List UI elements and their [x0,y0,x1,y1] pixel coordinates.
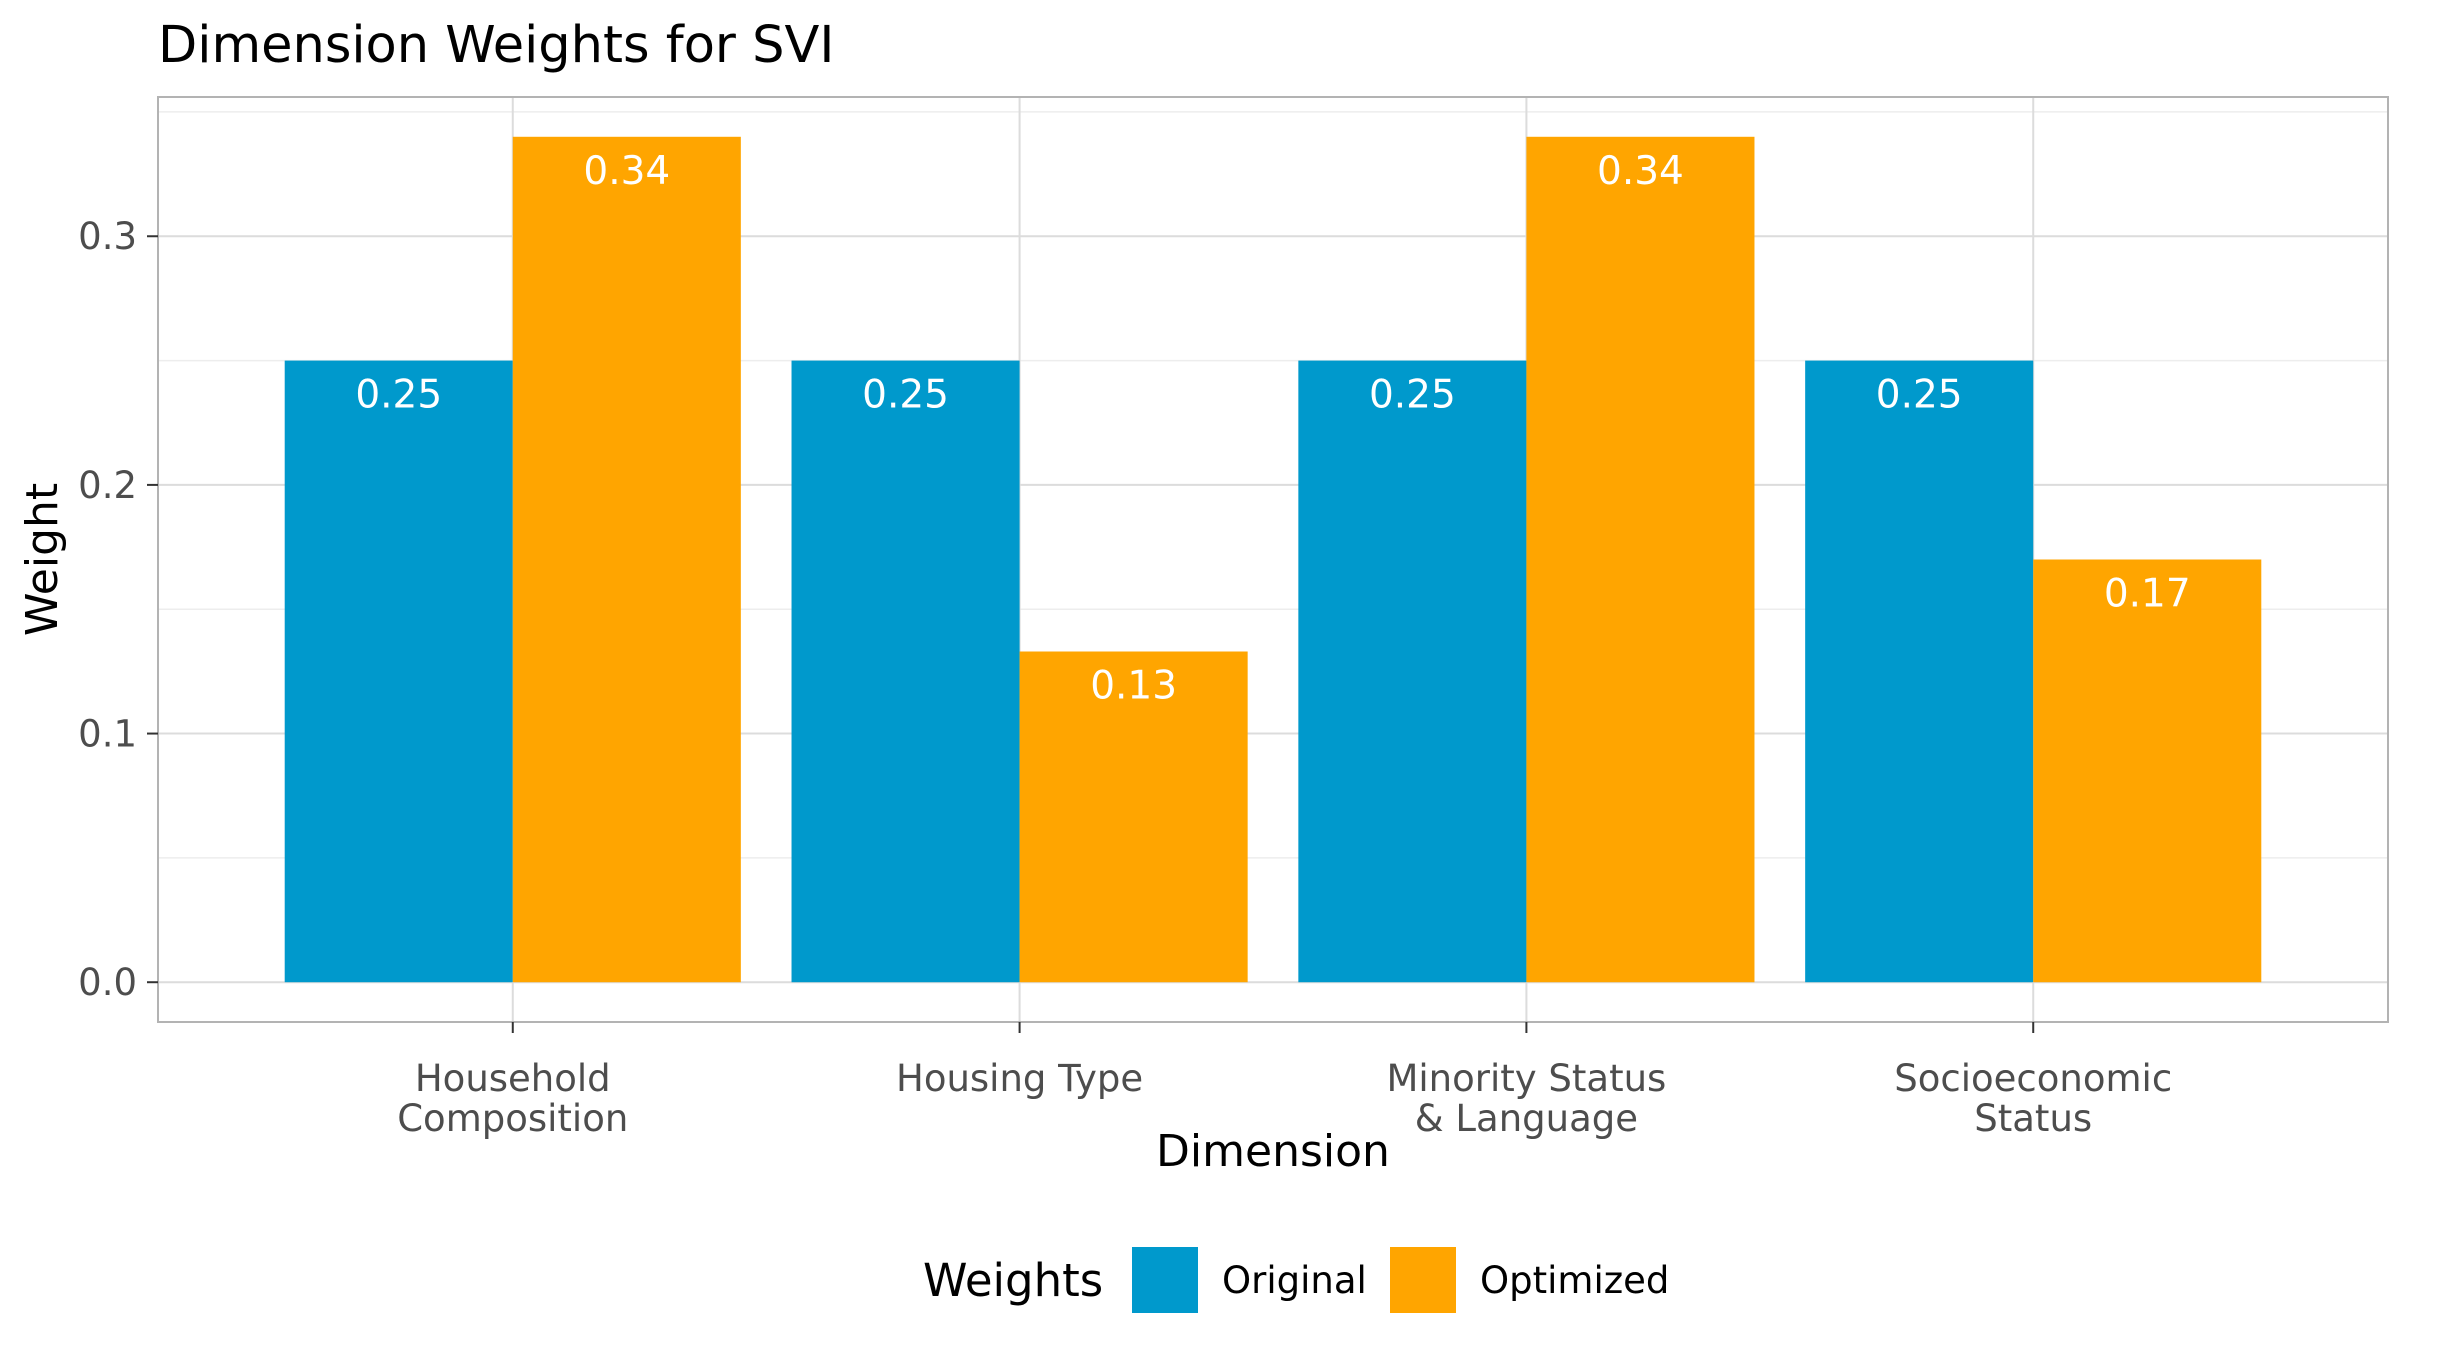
x-axis-title: Dimension [1156,1126,1390,1177]
y-tick-label: 0.2 [78,464,137,507]
bar-value-label: 0.25 [1369,373,1456,418]
bar-optimized [2033,559,2262,983]
legend-key-original [1132,1247,1198,1313]
data-labels: 0.25 0.25 0.25 0.25 0.34 0.13 0.34 0.17 [355,149,2190,709]
axes: 0.0 0.1 0.2 0.3 Household Composition Housing … [78,215,2172,1140]
chart-title: Dimension Weights for SVI [158,16,834,75]
bar-original [1805,360,2034,983]
bar-value-label: 0.25 [862,373,949,418]
bar-value-label: 0.25 [1876,373,1963,418]
plot-panel-border [157,96,2389,1023]
bar-value-label: 0.34 [1597,149,1684,194]
legend-key-optimized [1390,1247,1456,1313]
x-tick-label: Socioeconomic Status [1894,1057,2172,1140]
y-axis-title: Weight [17,483,68,636]
bar-value-label: 0.25 [355,373,442,418]
legend-title: Weights [923,1254,1103,1307]
bar-optimized [1526,136,1755,983]
bar-original [284,360,513,983]
x-tick-label: Minority Status & Language [1386,1057,1666,1140]
bar-value-label: 0.17 [2104,572,2191,617]
legend: Weights Original Optimized [923,1247,1669,1313]
legend-label: Optimized [1480,1259,1669,1302]
bar-original [791,360,1020,983]
x-tick-label: Household Composition [397,1057,628,1140]
bar-value-label: 0.34 [583,149,670,194]
bars [284,136,2262,983]
x-tick-label: Housing Type [896,1057,1143,1100]
bar-optimized [1019,651,1248,983]
bar-original [1298,360,1527,983]
y-tick-label: 0.1 [78,713,137,756]
y-tick-label: 0.0 [78,961,137,1004]
bar-value-label: 0.13 [1090,664,1177,709]
y-tick-label: 0.3 [78,215,137,258]
legend-label: Original [1222,1259,1367,1302]
bar-optimized [512,136,741,983]
